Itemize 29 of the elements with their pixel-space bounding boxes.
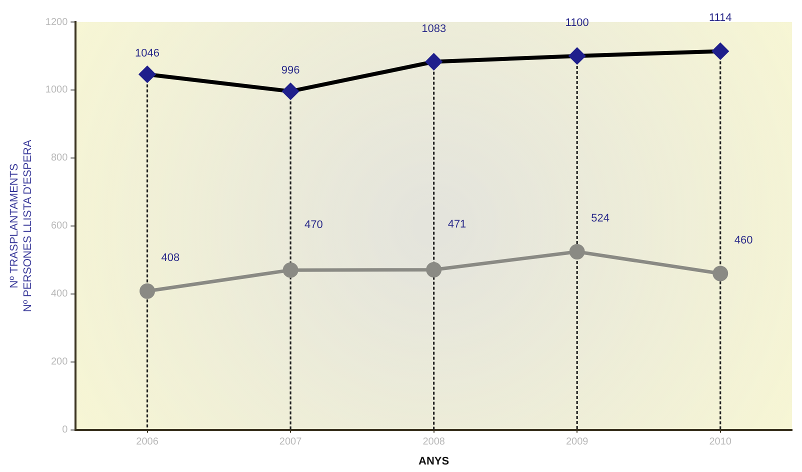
y-tick-label: 200 — [50, 356, 68, 368]
data-label: 1100 — [565, 16, 589, 29]
point — [282, 262, 298, 278]
data-label: 460 — [734, 234, 753, 246]
x-tick-label: 2007 — [279, 436, 302, 448]
y-tick-label: 600 — [50, 220, 68, 232]
x-axis-title: ANYS — [418, 455, 450, 468]
y-axis-title: Nº TRASPLANTAMENTS Nº PERSONES LLISTA D'ESPERA — [8, 139, 34, 312]
y-tick-label: 0 — [62, 424, 68, 436]
data-label: 524 — [591, 212, 610, 225]
point — [712, 266, 728, 282]
point — [426, 262, 442, 278]
x-tick-label: 2008 — [422, 436, 446, 448]
point — [140, 283, 156, 299]
data-label: 1114 — [708, 12, 732, 24]
y-tick-label: 1000 — [45, 84, 68, 96]
data-label: 471 — [448, 218, 466, 231]
data-label: 1083 — [422, 22, 446, 35]
x-tick-label: 2006 — [136, 436, 159, 448]
data-label: 470 — [304, 219, 323, 232]
y-tick-label: 400 — [50, 288, 68, 300]
data-label: 408 — [161, 252, 180, 264]
point — [569, 244, 585, 260]
x-tick-label: 2009 — [566, 436, 589, 448]
x-tick-label: 2010 — [709, 436, 732, 448]
data-label: 996 — [281, 64, 300, 76]
y-tick-label: 800 — [50, 152, 68, 164]
data-label: 1046 — [135, 47, 160, 60]
y-tick-label: 1200 — [45, 16, 68, 28]
